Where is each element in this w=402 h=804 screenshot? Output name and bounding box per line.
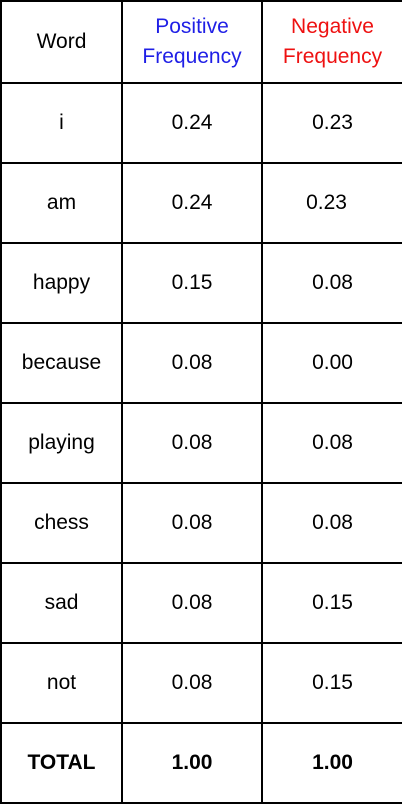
table-row: playing 0.08 0.08: [0, 402, 402, 484]
negative-frequency-cell: 0.15: [261, 562, 402, 644]
header-positive-line-1: Positive: [155, 15, 229, 38]
negative-frequency-cell: 0.08: [261, 242, 402, 324]
table-row: chess 0.08 0.08: [0, 482, 402, 564]
table-row: happy 0.15 0.08: [0, 242, 402, 324]
table-row: sad 0.08 0.15: [0, 562, 402, 644]
word-cell: happy: [0, 242, 123, 324]
positive-frequency-cell: 0.08: [121, 482, 263, 564]
total-positive-cell: 1.00: [121, 722, 263, 804]
negative-frequency-cell: 0.00: [261, 322, 402, 404]
header-row: Word Positive Frequency Negative Frequen…: [0, 0, 402, 84]
negative-frequency-cell: 0.23: [261, 162, 402, 244]
header-positive-frequency: Positive Frequency: [121, 0, 263, 84]
word-cell: because: [0, 322, 123, 404]
word-cell: am: [0, 162, 123, 244]
positive-frequency-cell: 0.15: [121, 242, 263, 324]
word-cell: not: [0, 642, 123, 724]
positive-frequency-cell: 0.24: [121, 82, 263, 164]
negative-frequency-cell: 0.08: [261, 402, 402, 484]
header-word: Word: [0, 0, 123, 84]
word-cell: chess: [0, 482, 123, 564]
word-cell: sad: [0, 562, 123, 644]
table-row: not 0.08 0.15: [0, 642, 402, 724]
positive-frequency-cell: 0.08: [121, 642, 263, 724]
positive-frequency-cell: 0.24: [121, 162, 263, 244]
positive-frequency-cell: 0.08: [121, 562, 263, 644]
header-positive-line-2: Frequency: [142, 45, 242, 68]
positive-frequency-cell: 0.08: [121, 402, 263, 484]
positive-frequency-cell: 0.08: [121, 322, 263, 404]
negative-frequency-cell: 0.15: [261, 642, 402, 724]
word-cell: playing: [0, 402, 123, 484]
table-row: i 0.24 0.23: [0, 82, 402, 164]
word-cell: i: [0, 82, 123, 164]
total-negative-cell: 1.00: [261, 722, 402, 804]
table-row: because 0.08 0.00: [0, 322, 402, 404]
header-negative-line-1: Negative: [291, 15, 374, 38]
total-row: TOTAL 1.00 1.00: [0, 722, 402, 804]
negative-frequency-cell: 0.08: [261, 482, 402, 564]
total-label-cell: TOTAL: [0, 722, 123, 804]
table-row: am 0.24 0.23: [0, 162, 402, 244]
header-negative-line-2: Frequency: [282, 45, 383, 68]
header-negative-frequency: Negative Frequency: [261, 0, 402, 84]
negative-frequency-cell: 0.23: [261, 82, 402, 164]
